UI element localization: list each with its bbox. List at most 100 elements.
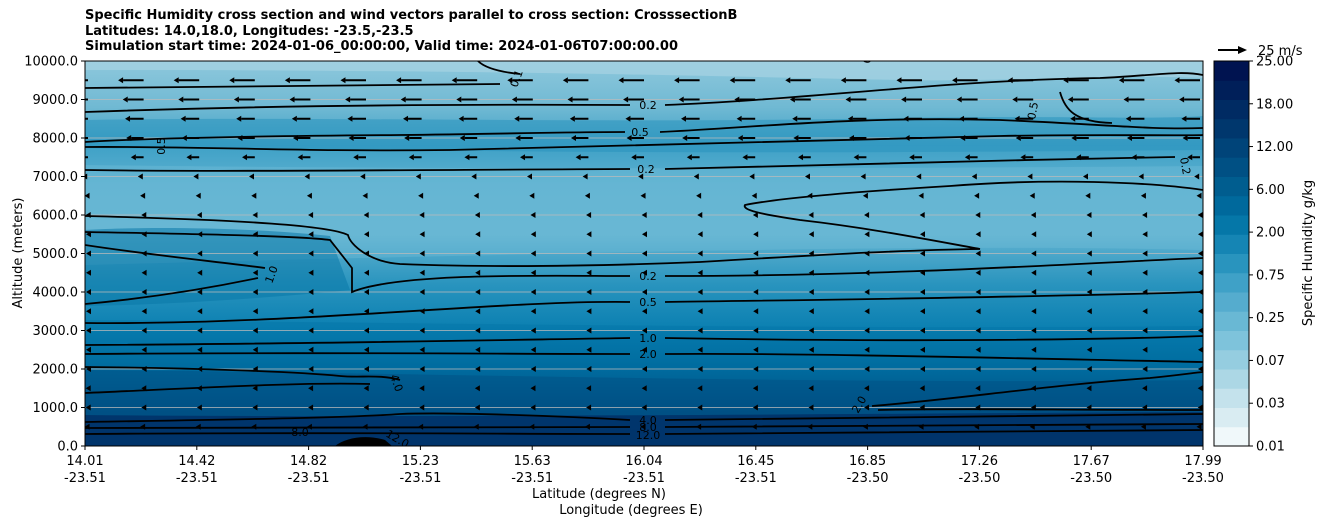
wind-arrow — [586, 327, 592, 334]
wind-arrow — [697, 289, 703, 295]
wind-arrow — [752, 212, 758, 218]
wind-arrow — [864, 366, 870, 372]
wind-arrow — [1015, 135, 1034, 141]
wind-arrow — [975, 269, 981, 276]
colorbar-segment — [1214, 253, 1249, 274]
wind-arrow — [126, 135, 144, 141]
wind-arrow — [196, 404, 202, 411]
x-tick-label-lat: 17.67 — [1073, 454, 1110, 469]
wind-arrow — [252, 346, 258, 353]
wind-arrow — [1196, 423, 1202, 430]
contour-line — [85, 180, 1203, 268]
wind-arrow — [586, 269, 592, 276]
x-tick-label-lat: 17.99 — [1184, 454, 1221, 469]
wind-arrow — [847, 115, 867, 122]
wind-arrow — [918, 192, 924, 199]
wind-arrow — [1086, 289, 1092, 295]
wind-arrow — [419, 289, 425, 295]
wind-arrow — [1198, 346, 1203, 353]
wind-arrow — [252, 231, 258, 238]
wind-arrow — [1012, 96, 1034, 103]
wind-arrow — [562, 77, 589, 84]
wind-arrow — [693, 173, 699, 180]
wind-arrow — [419, 250, 425, 257]
wind-arrow — [1142, 366, 1148, 372]
wind-arrow — [362, 192, 368, 199]
y-axis-label: Altitude (meters) — [11, 198, 26, 309]
wind-arrow — [975, 327, 981, 334]
wind-arrow — [400, 96, 422, 103]
wind-arrow — [1086, 385, 1092, 392]
wind-arrow — [808, 231, 814, 238]
wind-arrow — [641, 404, 647, 411]
wind-arrow — [242, 154, 255, 161]
x-tick-label-lon: -23.51 — [511, 471, 553, 486]
wind-arrow — [197, 346, 203, 353]
wind-arrow — [141, 212, 147, 218]
wind-arrow — [130, 154, 144, 161]
wind-arrow — [1197, 212, 1203, 218]
wind-arrow — [1197, 385, 1203, 392]
wind-arrow — [464, 154, 478, 161]
wind-arrow — [785, 77, 811, 84]
wind-arrow — [419, 308, 425, 315]
wind-arrow — [642, 366, 647, 372]
wind-arrow — [975, 366, 981, 372]
wind-arrow — [459, 135, 478, 141]
wind-arrow — [1142, 269, 1148, 276]
wind-arrow — [530, 212, 536, 218]
wind-arrow — [308, 269, 314, 276]
wind-arrow — [793, 135, 811, 141]
wind-arrow — [308, 231, 314, 238]
wind-arrow — [364, 231, 369, 238]
wind-arrow — [475, 289, 481, 295]
y-tick-label: 2000.0 — [33, 363, 79, 378]
wind-arrow — [618, 77, 644, 84]
colorbar-segment — [1214, 99, 1249, 120]
wind-arrow — [507, 77, 533, 84]
wind-arrow — [642, 327, 647, 334]
wind-arrow — [1198, 308, 1203, 315]
wind-arrow — [297, 154, 311, 161]
wind-arrow — [808, 346, 814, 353]
colorbar-segment — [1214, 80, 1249, 100]
y-tick-label: 1000.0 — [33, 401, 79, 416]
contour-label: 12.0 — [636, 429, 661, 442]
wind-arrow — [1123, 96, 1145, 103]
wind-arrow — [808, 269, 814, 276]
wind-arrow — [975, 250, 981, 257]
wind-arrow — [308, 385, 314, 392]
wind-arrow — [418, 192, 424, 199]
wind-arrow — [530, 346, 536, 353]
wind-arrow — [291, 115, 311, 122]
wind-arrow — [451, 77, 478, 84]
wind-arrow — [752, 404, 758, 411]
wind-arrow — [642, 250, 647, 257]
contour-line — [85, 423, 1203, 429]
wind-arrow — [642, 231, 647, 238]
wind-arrow — [864, 404, 870, 411]
contour-line — [1059, 91, 1113, 124]
wind-arrow — [419, 327, 425, 334]
wind-arrow — [140, 192, 146, 199]
wind-arrow — [340, 77, 366, 84]
wind-arrow — [753, 231, 759, 238]
wind-arrow — [475, 346, 481, 353]
contour-line — [877, 408, 1203, 411]
wind-arrow — [696, 192, 702, 199]
wind-arrow — [674, 77, 700, 84]
wind-arrow — [197, 289, 203, 295]
wind-arrow — [229, 77, 255, 84]
colorbar-segment — [1214, 369, 1249, 389]
colorbar-tick-label: 0.25 — [1256, 311, 1285, 326]
wind-arrow — [575, 154, 589, 161]
wind-arrow — [964, 154, 978, 161]
wind-arrow — [1086, 250, 1092, 257]
wind-arrow — [514, 115, 533, 122]
title-line-2: Latitudes: 14.0,18.0, Longitudes: -23.5,… — [85, 23, 414, 39]
wind-arrow — [1187, 154, 1200, 161]
wind-arrow — [193, 173, 199, 180]
wind-arrow — [904, 135, 922, 141]
wind-arrow — [141, 327, 147, 334]
wind-arrow — [571, 135, 589, 141]
